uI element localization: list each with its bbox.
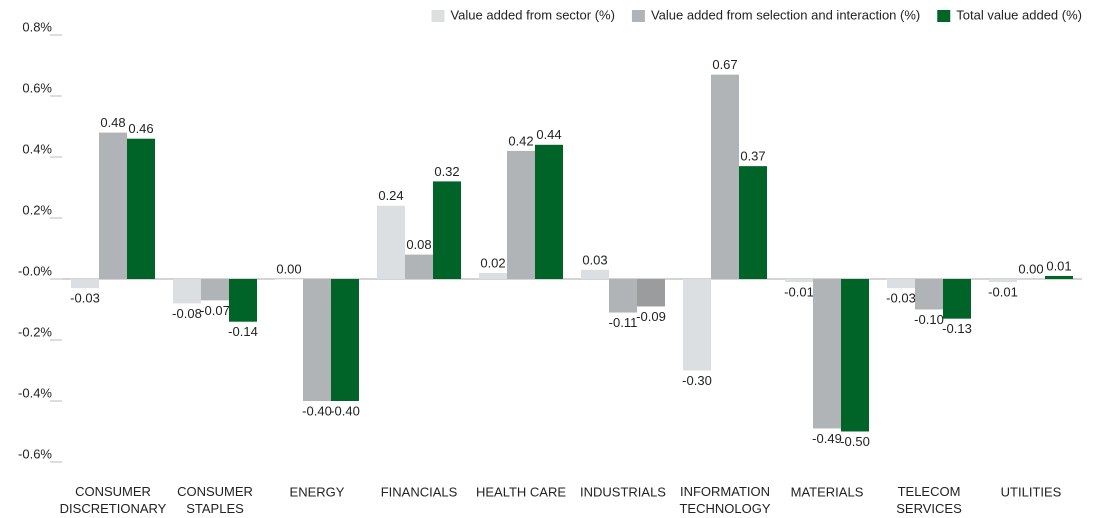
x-tick-label: CONSUMER STAPLES xyxy=(177,484,253,516)
bar xyxy=(405,254,433,279)
bar xyxy=(1045,275,1073,279)
bar xyxy=(71,279,99,289)
legend-swatch xyxy=(937,10,951,22)
y-tick-label: -0.0% xyxy=(18,263,52,278)
value-label: -0.10 xyxy=(914,312,944,327)
bar xyxy=(127,138,155,279)
y-tick-label: -0.4% xyxy=(18,385,52,400)
value-label: -0.14 xyxy=(228,324,258,339)
value-label: 0.44 xyxy=(536,127,561,142)
legend-label: Value added from sector (%) xyxy=(450,7,615,22)
value-label: 0.37 xyxy=(740,149,765,164)
bar xyxy=(229,279,257,322)
value-label: 0.42 xyxy=(508,133,533,148)
bar xyxy=(201,279,229,301)
value-label: -0.49 xyxy=(812,431,842,446)
bar xyxy=(173,279,201,304)
y-tick-label: 0.8% xyxy=(22,19,52,34)
x-tick-label: UTILITIES xyxy=(1001,484,1062,499)
value-label: 0.24 xyxy=(378,188,403,203)
x-tick-label: CONSUMER DISCRETIONARY xyxy=(60,484,167,516)
bar xyxy=(377,205,405,279)
bar xyxy=(99,132,127,279)
bar xyxy=(1017,279,1045,280)
bar xyxy=(433,181,461,279)
bar xyxy=(303,279,331,401)
value-label: 0.67 xyxy=(712,57,737,72)
value-label: -0.40 xyxy=(330,403,360,418)
value-label: 0.00 xyxy=(276,261,301,276)
x-tick-label: FINANCIALS xyxy=(381,484,458,499)
bar xyxy=(813,279,841,429)
bar xyxy=(479,272,507,279)
value-label: 0.02 xyxy=(480,255,505,270)
legend-label: Total value added (%) xyxy=(956,7,1082,22)
bar xyxy=(275,279,303,280)
legend-swatch xyxy=(431,10,445,22)
bar xyxy=(331,279,359,401)
bar xyxy=(581,269,609,279)
bar xyxy=(535,144,563,279)
bar xyxy=(943,279,971,319)
y-tick-label: 0.6% xyxy=(22,80,52,95)
y-tick-label: 0.4% xyxy=(22,141,52,156)
value-label: -0.11 xyxy=(609,315,638,330)
value-label: -0.13 xyxy=(942,321,972,336)
x-tick-label: TELECOM SERVICES xyxy=(896,484,962,516)
value-label: 0.01 xyxy=(1046,258,1071,273)
bar xyxy=(887,279,915,289)
bar xyxy=(841,279,869,432)
bar xyxy=(683,279,711,371)
value-label: 0.46 xyxy=(128,121,153,136)
value-label: -0.40 xyxy=(302,403,332,418)
x-tick-label: MATERIALS xyxy=(791,484,864,499)
value-label: 0.48 xyxy=(100,115,125,130)
value-label: -0.03 xyxy=(70,291,100,306)
value-label: -0.01 xyxy=(988,284,1018,299)
value-label: -0.03 xyxy=(886,291,916,306)
x-tick-label: HEALTH CARE xyxy=(476,484,566,499)
y-tick-label: -0.2% xyxy=(18,324,52,339)
value-label: 0.00 xyxy=(1018,261,1043,276)
bar xyxy=(609,279,637,313)
value-label: 0.32 xyxy=(434,164,459,179)
bar xyxy=(915,279,943,310)
value-label: -0.30 xyxy=(682,373,712,388)
value-label: -0.09 xyxy=(636,309,666,324)
bar xyxy=(989,279,1017,283)
value-label: 0.08 xyxy=(406,237,431,252)
bar xyxy=(637,279,665,307)
bar xyxy=(739,166,767,279)
legend-label: Value added from selection and interacti… xyxy=(651,7,920,22)
x-tick-label: INFORMATION TECHNOLOGY xyxy=(679,484,770,516)
y-tick-label: -0.6% xyxy=(18,446,52,461)
bar xyxy=(507,150,535,279)
bar xyxy=(711,74,739,280)
legend-swatch xyxy=(631,10,645,22)
value-label: -0.50 xyxy=(840,434,870,449)
bar xyxy=(785,279,813,283)
value-label: -0.08 xyxy=(172,306,202,321)
value-label: -0.01 xyxy=(784,284,814,299)
x-tick-label: INDUSTRIALS xyxy=(580,484,666,499)
value-label: -0.07 xyxy=(200,303,230,318)
y-tick-label: 0.2% xyxy=(22,202,52,217)
x-tick-label: ENERGY xyxy=(290,484,345,499)
value-label: 0.03 xyxy=(582,252,607,267)
